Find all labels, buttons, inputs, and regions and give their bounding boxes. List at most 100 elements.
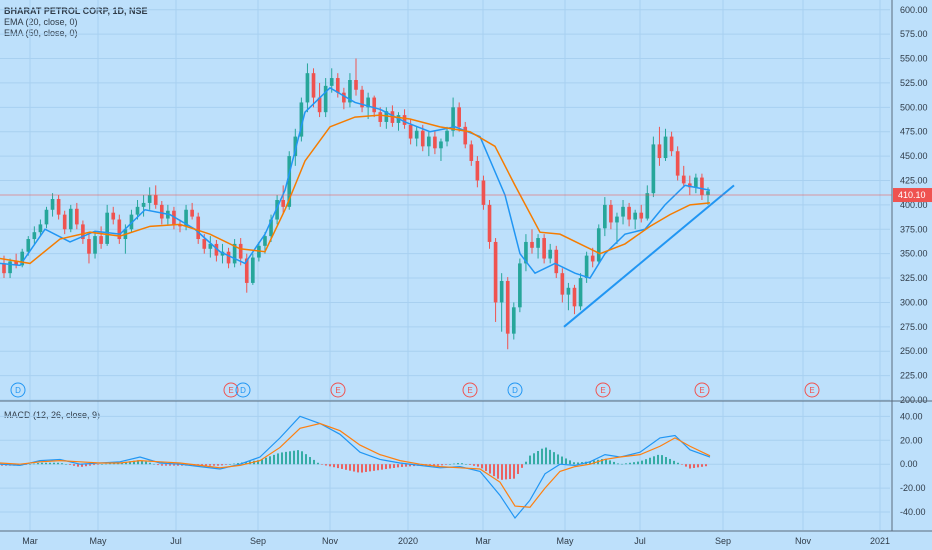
macd-histogram-bar: [109, 463, 111, 465]
macd-histogram-bar: [573, 462, 575, 465]
candle-body: [657, 144, 662, 159]
price-tick-label: 400.00: [900, 200, 928, 210]
macd-histogram-bar: [481, 464, 483, 469]
candle-body: [135, 206, 140, 215]
candle-body: [68, 208, 73, 230]
macd-histogram-bar: [465, 464, 467, 465]
candle-body: [566, 287, 571, 295]
candle-body: [639, 212, 644, 219]
candle-body: [293, 136, 298, 157]
candle-body: [609, 204, 613, 223]
candle-body: [463, 126, 468, 145]
macd-histogram-bar: [237, 463, 239, 465]
macd-histogram-bar: [77, 464, 79, 467]
candle-body: [38, 224, 43, 233]
dividend-marker: [507, 382, 523, 398]
macd-histogram-bar: [669, 458, 671, 465]
candle-body: [633, 212, 637, 220]
macd-tick-label: 0.00: [900, 459, 918, 469]
macd-line: [0, 415, 711, 520]
candle-body: [378, 112, 383, 122]
macd-histogram-bar: [637, 461, 639, 465]
candle-body: [196, 216, 201, 240]
earnings-marker-label: E: [228, 386, 233, 395]
candle-body: [251, 257, 255, 283]
candle-body: [700, 177, 704, 196]
macd-histogram-bar: [145, 461, 147, 465]
candle-body: [232, 243, 237, 264]
macd-histogram-bar: [401, 464, 403, 467]
macd-histogram-bar: [645, 459, 647, 465]
macd-histogram-bar: [361, 464, 363, 473]
candle-body: [354, 80, 358, 90]
macd-histogram-bar: [329, 464, 331, 467]
macd-histogram-bar: [633, 462, 635, 465]
macd-histogram-bar: [269, 456, 271, 465]
candle-body: [62, 214, 67, 230]
macd-histogram-bar: [85, 464, 87, 467]
candle-body: [603, 204, 607, 229]
macd-histogram-bar: [45, 462, 47, 465]
candle-body: [44, 209, 49, 225]
candle-body: [153, 195, 158, 205]
macd-histogram-bar: [529, 455, 531, 465]
macd-histogram-bar: [525, 461, 527, 465]
macd-histogram-bar: [549, 449, 551, 465]
dividend-marker: [235, 382, 251, 398]
candle-body: [651, 144, 656, 194]
macd-histogram-bar: [297, 450, 299, 465]
macd-histogram-bar: [169, 464, 171, 466]
macd-histogram-bar: [449, 464, 451, 465]
macd-histogram-bar: [461, 463, 463, 465]
macd-histogram-bar: [157, 464, 159, 466]
macd-histogram-bar: [289, 451, 291, 465]
macd-histogram-bar: [393, 464, 395, 468]
candle-body: [342, 92, 346, 103]
candle-body: [408, 124, 413, 139]
macd-histogram-bar: [281, 452, 283, 465]
macd-histogram-bar: [545, 447, 547, 465]
candle-body: [560, 273, 565, 295]
macd-histogram-bar: [577, 462, 579, 465]
macd-histogram-bar: [293, 450, 295, 465]
macd-histogram-bar: [649, 457, 651, 465]
price-tick-label: 375.00: [900, 224, 928, 234]
candle-body: [202, 239, 207, 249]
macd-histogram-bar: [81, 464, 83, 467]
macd-legend: MACD (12, 26, close, 9): [4, 410, 101, 420]
candle-body: [372, 97, 377, 113]
macd-histogram-bar: [629, 462, 631, 465]
candle-body: [487, 204, 492, 242]
candle-body: [111, 212, 116, 220]
ema20-legend: EMA (20, close, 0): [4, 17, 78, 27]
macd-histogram-bar: [73, 464, 75, 466]
macd-histogram-bar: [125, 461, 127, 465]
current-price-tag: [893, 188, 932, 203]
candle-body: [75, 208, 79, 225]
earnings-marker-label: E: [467, 386, 472, 395]
candle-body: [159, 204, 164, 219]
candle-body: [536, 238, 540, 248]
price-tick-label: 550.00: [900, 54, 928, 64]
candle-body: [542, 238, 546, 259]
macd-histogram-bar: [705, 464, 707, 467]
macd-histogram-bar: [321, 464, 323, 465]
macd-histogram-bar: [89, 464, 91, 466]
macd-histogram-bar: [673, 460, 675, 465]
time-tick-label: Jul: [634, 536, 646, 546]
dividend-marker-label: D: [15, 386, 21, 395]
candle-body: [451, 107, 455, 131]
macd-histogram-bar: [221, 464, 223, 466]
macd-histogram-bar: [473, 464, 475, 466]
price-tick-label: 525.00: [900, 78, 928, 88]
macd-histogram-bar: [497, 464, 499, 479]
macd-histogram-bar: [569, 460, 571, 465]
chart-legend: BHARAT PETROL CORP, 1D, NSE EMA (20, clo…: [4, 6, 148, 39]
macd-histogram-bar: [409, 464, 411, 467]
macd-histogram-bar: [325, 464, 327, 466]
candle-body: [208, 243, 213, 249]
macd-histogram-bar: [677, 462, 679, 465]
macd-histogram-bar: [477, 464, 479, 467]
price-tick-label: 450.00: [900, 151, 928, 161]
